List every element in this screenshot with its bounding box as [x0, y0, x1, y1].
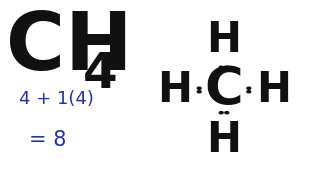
Circle shape [197, 87, 201, 89]
Circle shape [197, 91, 201, 93]
Text: H: H [206, 19, 242, 61]
Circle shape [219, 112, 223, 114]
Text: C: C [204, 64, 244, 116]
Circle shape [225, 112, 229, 114]
Text: H: H [206, 119, 242, 161]
Text: CH: CH [6, 9, 133, 87]
Text: 4: 4 [83, 50, 118, 98]
Circle shape [225, 66, 229, 68]
Text: H: H [256, 69, 291, 111]
Text: 4 + 1(4): 4 + 1(4) [19, 90, 94, 108]
Circle shape [247, 87, 251, 89]
Text: H: H [157, 69, 192, 111]
Circle shape [219, 66, 223, 68]
Circle shape [247, 91, 251, 93]
Text: = 8: = 8 [29, 130, 66, 150]
